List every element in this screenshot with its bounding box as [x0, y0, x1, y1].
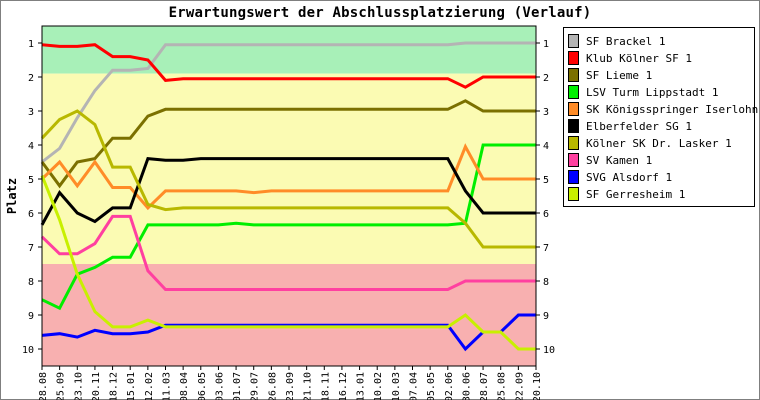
legend-item: SF Brackel 1 [568, 33, 665, 49]
legend-item: Kölner SK Dr. Lasker 1 [568, 135, 732, 151]
x-tick-label: 28.08 [38, 372, 49, 400]
legend-swatch [568, 51, 579, 65]
y-tick-label-left: 10 [22, 345, 34, 356]
y-tick-label-right: 9 [543, 311, 549, 322]
series-line-0 [41, 41, 536, 164]
x-tick-label: 08.04 [179, 372, 190, 400]
legend-item: SVG Alsdorf 1 [568, 169, 672, 185]
x-tick-label: 23.10 [73, 372, 84, 400]
series-line-1 [41, 43, 536, 89]
x-tick-label: 12.02 [144, 372, 155, 400]
y-tick-label-left: 9 [28, 311, 34, 322]
legend-item: SF Gerresheim 1 [568, 186, 685, 202]
y-tick-label-right: 3 [543, 107, 549, 118]
x-tick-label: 20.11 [91, 372, 102, 400]
x-tick-label: 16.12 [338, 372, 349, 400]
legend-label: Klub Kölner SF 1 [586, 51, 692, 65]
legend-swatch [568, 187, 579, 201]
x-tick-label: 11.03 [162, 372, 173, 400]
x-tick-label: 13.01 [356, 372, 367, 400]
x-tick-label: 03.06 [214, 372, 225, 400]
series-line-5 [40, 156, 536, 226]
legend-swatch [568, 34, 579, 48]
y-tick-label-left: 2 [28, 73, 34, 84]
y-tick-label-right: 8 [543, 277, 549, 288]
series-line-3 [41, 143, 536, 311]
y-tick-label-left: 8 [28, 277, 34, 288]
legend-swatch [568, 119, 579, 133]
x-tick-label: 25.08 [497, 372, 508, 400]
y-tick-label-left: 6 [28, 209, 34, 220]
series-line-8 [41, 313, 536, 352]
x-tick-label: 18.12 [109, 372, 120, 400]
legend-label: SK Königsspringer Iserlohn 1 [586, 102, 760, 116]
legend-item: Klub Kölner SF 1 [568, 50, 692, 66]
x-tick-label: 10.03 [391, 372, 402, 400]
x-tick-label: 15.01 [126, 372, 137, 400]
y-tick-label-left: 7 [28, 243, 34, 254]
y-tick-label-right: 7 [543, 243, 549, 254]
zone-band-0 [42, 26, 536, 74]
x-tick-label: 22.09 [514, 372, 525, 400]
y-tick-label-left: 1 [28, 39, 34, 50]
legend-item: SV Kamen 1 [568, 152, 652, 168]
x-tick-label: 02.06 [444, 372, 455, 400]
legend-swatch [568, 153, 579, 167]
x-tick-label: 10.02 [373, 372, 384, 400]
legend-label: Elberfelder SG 1 [586, 119, 692, 133]
legend-label: SF Gerresheim 1 [586, 187, 686, 201]
legend-label: SF Brackel 1 [586, 34, 666, 48]
legend-swatch [568, 68, 579, 82]
series-line-6 [40, 109, 536, 249]
y-axis-label: Platz [5, 178, 19, 214]
legend-swatch [568, 102, 579, 116]
x-tick-label: 21.10 [303, 372, 314, 400]
chart-legend: SF Brackel 1 Klub Kölner SF 1 SF Lieme 1 LS… [563, 27, 760, 207]
x-tick-label: 30.06 [461, 372, 472, 400]
legend-item: SK Königsspringer Iserlohn 1 [568, 101, 760, 117]
legend-item: SF Lieme 1 [568, 67, 652, 83]
x-tick-label: 28.07 [479, 372, 490, 400]
y-tick-label-right: 4 [543, 141, 549, 152]
y-tick-label-right: 5 [543, 175, 549, 186]
x-tick-label: 25.09 [56, 372, 67, 400]
zone-band-2 [42, 264, 536, 366]
legend-item: Elberfelder SG 1 [568, 118, 692, 134]
legend-swatch [568, 85, 579, 99]
x-tick-label: 29.07 [250, 372, 261, 400]
x-tick-label: 20.10 [532, 372, 543, 400]
legend-swatch [568, 136, 579, 150]
legend-label: LSV Turm Lippstadt 1 [586, 85, 719, 99]
x-tick-label: 05.05 [426, 372, 437, 400]
x-tick-label: 23.09 [285, 372, 296, 400]
y-tick-label-right: 6 [543, 209, 549, 220]
x-tick-label: 01.07 [232, 372, 243, 400]
x-tick-label: 07.04 [409, 372, 420, 400]
series-line-9 [40, 175, 536, 351]
series-line-7 [40, 214, 536, 291]
series-line-2 [40, 99, 536, 189]
y-tick-label-right: 1 [543, 39, 549, 50]
x-tick-label: 06.05 [197, 372, 208, 400]
y-tick-label-left: 3 [28, 107, 34, 118]
y-tick-label-right: 2 [543, 73, 549, 84]
legend-label: SVG Alsdorf 1 [586, 170, 673, 184]
y-tick-label-right: 10 [543, 345, 555, 356]
x-tick-label: 26.08 [267, 372, 278, 400]
series-line-4 [40, 143, 536, 211]
x-tick-label: 18.11 [320, 372, 331, 400]
legend-item: LSV Turm Lippstadt 1 [568, 84, 718, 100]
legend-swatch [568, 170, 579, 184]
legend-label: SV Kamen 1 [586, 153, 653, 167]
y-tick-label-left: 5 [28, 175, 34, 186]
chart-title: Erwartungswert der Abschlussplatzierung … [168, 5, 592, 21]
legend-label: SF Lieme 1 [586, 68, 653, 82]
legend-label: Kölner SK Dr. Lasker 1 [586, 136, 732, 150]
y-tick-label-left: 4 [28, 141, 34, 152]
